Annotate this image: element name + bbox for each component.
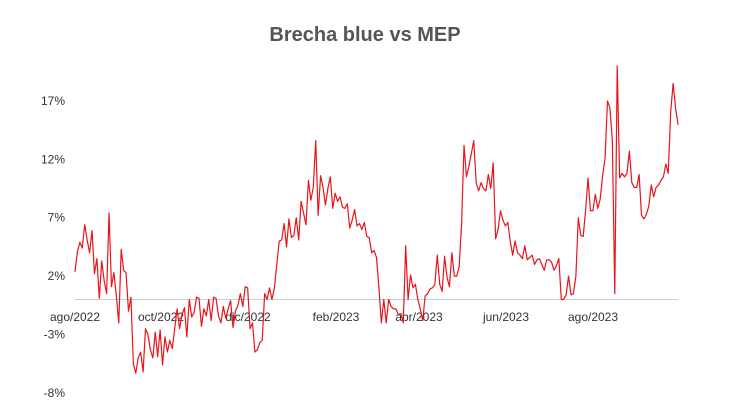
y-tick-label: -3% xyxy=(44,328,66,342)
x-tick-label: feb/2023 xyxy=(313,310,360,324)
x-tick-label: oct/2022 xyxy=(138,310,184,324)
x-tick-label: jun/2023 xyxy=(482,310,529,324)
series-line xyxy=(74,65,679,374)
x-tick-label: ago/2022 xyxy=(50,310,100,324)
y-tick-label: -8% xyxy=(44,386,66,400)
x-axis-tick-labels: ago/2022 oct/2022 dic/2022 feb/2023 abr/2023… xyxy=(50,310,618,324)
x-tick-label: dic/2022 xyxy=(225,310,271,324)
chart-title: Brecha blue vs MEP xyxy=(269,24,460,46)
y-axis-tick-labels: 17% 12% 7% 2% -3% -8% xyxy=(41,94,65,400)
x-tick-label: ago/2023 xyxy=(568,310,618,324)
y-tick-label: 7% xyxy=(48,211,66,225)
y-tick-label: 17% xyxy=(41,94,65,108)
y-tick-label: 2% xyxy=(48,269,66,283)
x-tick-label: abr/2023 xyxy=(395,310,443,324)
y-tick-label: 12% xyxy=(41,152,65,166)
